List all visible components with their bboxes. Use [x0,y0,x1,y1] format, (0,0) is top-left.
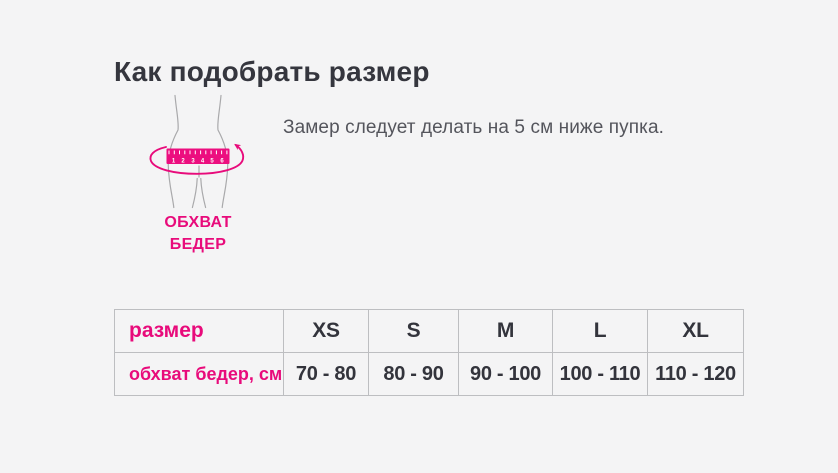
tape-number: 5 [210,159,214,165]
table-row-ranges: обхват бедер, см 70 - 80 80 - 90 90 - 10… [114,352,744,396]
size-cell-xl: XL [647,309,744,353]
tape-number: 1 [172,159,176,165]
size-cell-l: L [552,309,648,353]
page-title: Как подобрать размер [114,56,430,88]
range-cell-s: 80 - 90 [368,352,459,396]
size-cell-xs: XS [283,309,369,353]
range-row-label: обхват бедер, см [114,352,284,396]
figure-caption-line1: ОБХВАТ [164,214,232,231]
size-cell-s: S [368,309,459,353]
body-outline-graphic [167,94,229,209]
measuring-tape-graphic: 1 2 3 4 5 6 [166,148,230,165]
table-row-sizes: размер XS S M L XL [114,309,744,353]
range-cell-m: 90 - 100 [458,352,553,396]
size-cell-m: M [458,309,553,353]
tape-ticks [168,150,228,155]
range-cell-xl: 110 - 120 [647,352,744,396]
measurement-instruction: Замер следует делать на 5 см ниже пупка. [283,117,665,138]
hips-measurement-illustration: 1 2 3 4 5 6 [149,94,245,209]
range-cell-l: 100 - 110 [552,352,648,396]
tape-number: 4 [201,159,205,165]
figure-caption-line2: БЕДЕР [169,236,227,253]
size-table: размер XS S M L XL обхват бедер, см 70 -… [114,309,744,396]
figure-caption: ОБХВАТ БЕДЕР [138,212,258,256]
size-header-label: размер [114,309,284,353]
tape-number: 2 [181,159,185,165]
tape-arrow-icon [149,143,245,175]
tape-number: 3 [191,159,195,165]
range-cell-xs: 70 - 80 [283,352,369,396]
tape-number: 6 [220,159,224,165]
